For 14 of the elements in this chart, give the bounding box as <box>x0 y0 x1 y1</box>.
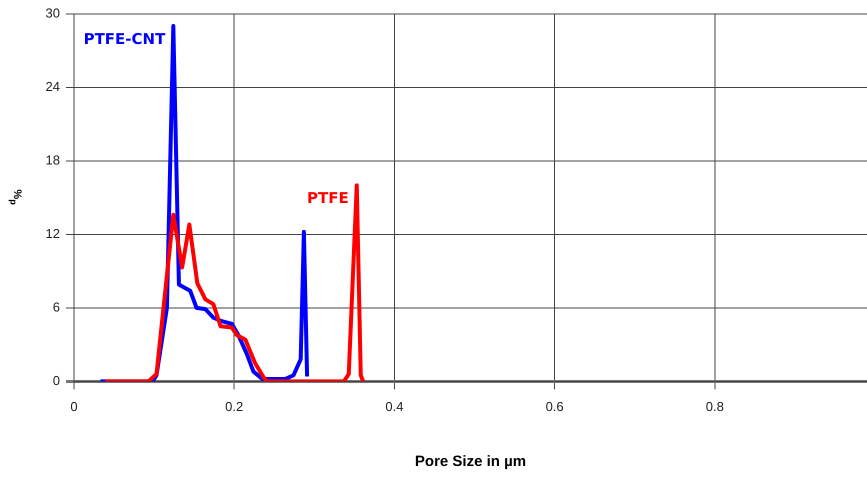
series-label: PTFE <box>307 189 349 208</box>
y-tick-label: 0 <box>52 372 60 388</box>
y-tick-label: 30 <box>46 5 60 20</box>
y-tick-label: 24 <box>46 78 60 94</box>
x-tick-label: 0.6 <box>546 398 564 414</box>
y-tick-label: 18 <box>46 152 60 168</box>
series-label: PTFE-CNT <box>84 30 166 48</box>
y-tick-label: 6 <box>52 299 60 314</box>
x-tick-label: 0.2 <box>225 398 244 414</box>
y-tick-label: 12 <box>46 226 60 241</box>
x-tick-label: 0.8 <box>706 398 724 414</box>
x-tick-label: 0.4 <box>385 398 404 414</box>
x-axis-title: Pore Size in µm <box>414 453 526 470</box>
x-tick-label: 0 <box>70 398 78 414</box>
